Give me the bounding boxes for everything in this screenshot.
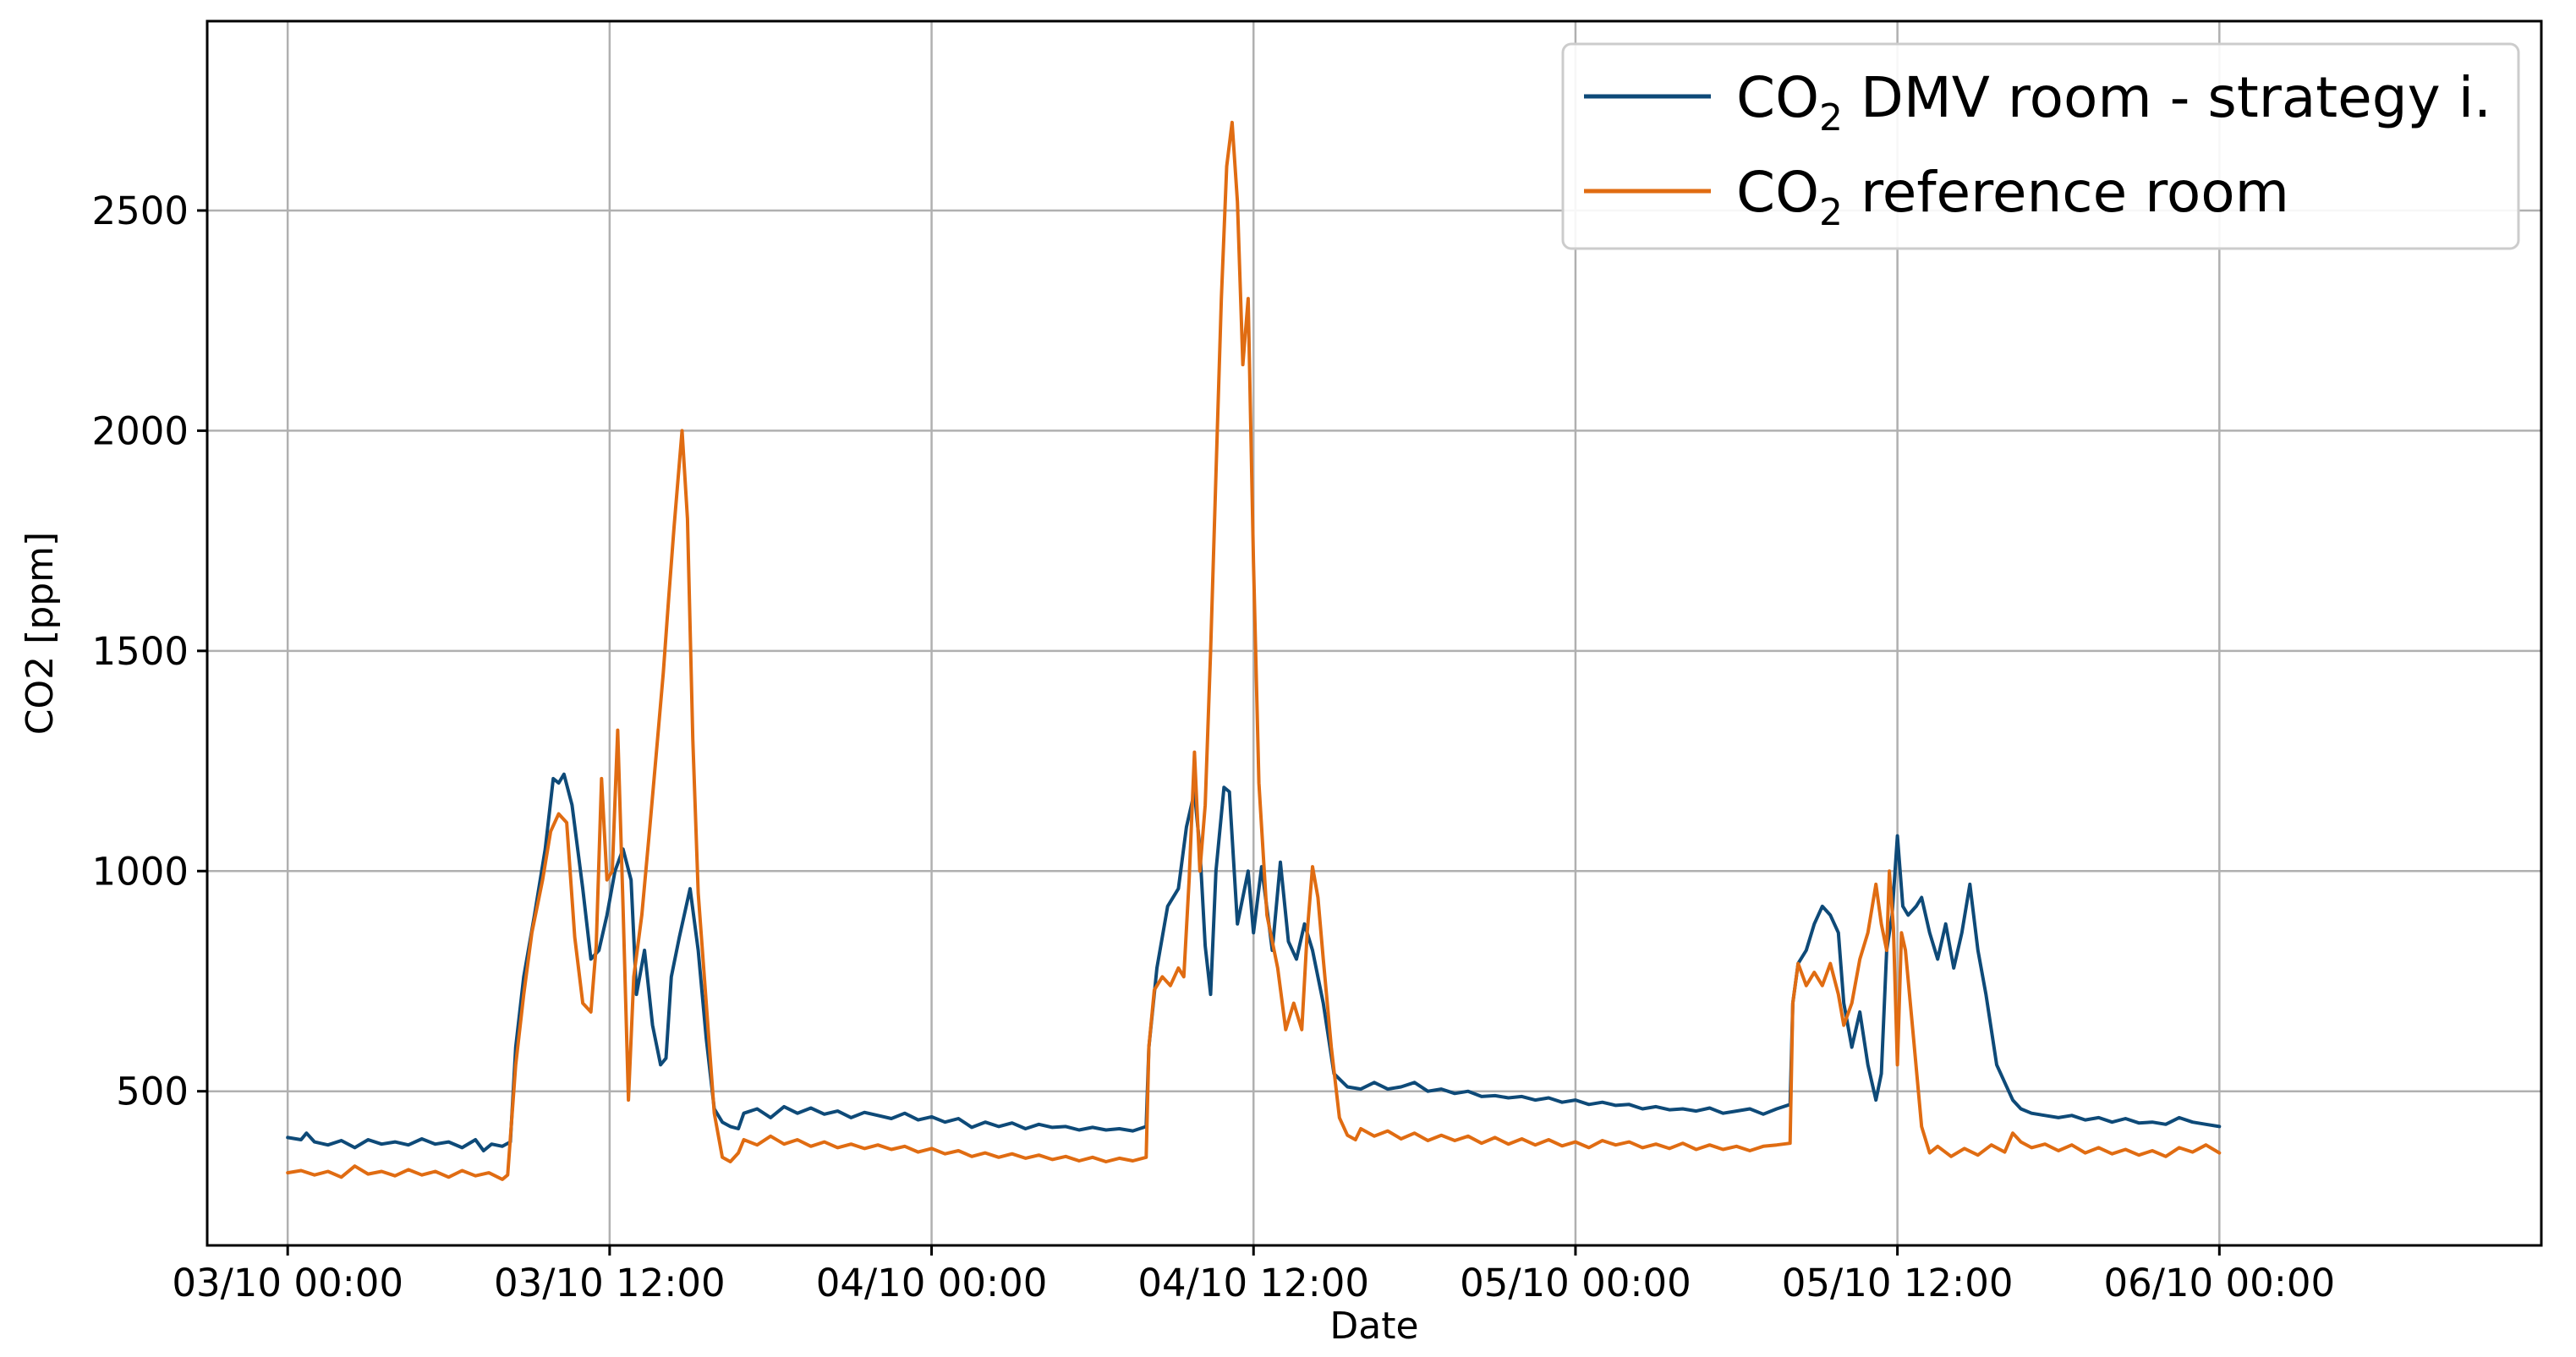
legend-label-subscript: 2 <box>1819 191 1843 234</box>
legend-label-dmv-room: CO2 DMV room - strategy i. <box>1736 65 2491 140</box>
y-tick-labels: 500 1000 1500 2000 2500 <box>91 189 189 1114</box>
x-tick-label: 04/10 12:00 <box>1137 1261 1369 1305</box>
y-tick-label: 1500 <box>91 629 189 674</box>
y-tick-label: 1000 <box>91 849 189 894</box>
legend-label-rest: DMV room - strategy i. <box>1843 65 2491 130</box>
x-tick-label: 05/10 12:00 <box>1782 1261 2014 1305</box>
tick-marks <box>197 209 2221 1256</box>
x-axis-label: Date <box>1329 1305 1418 1348</box>
y-tick-label: 500 <box>116 1070 189 1114</box>
legend: CO2 DMV room - strategy i.CO2 reference … <box>1561 42 2520 250</box>
x-tick-labels: 03/10 00:00 03/10 12:00 04/10 00:00 04/10 1… <box>172 1261 2335 1305</box>
x-tick-label: 04/10 00:00 <box>816 1261 1048 1305</box>
x-tick-label: 06/10 00:00 <box>2103 1261 2335 1305</box>
series-line-dmv-room <box>286 772 2222 1152</box>
x-tick-label: 03/10 00:00 <box>172 1261 403 1305</box>
legend-label-subscript: 2 <box>1819 96 1843 140</box>
legend-label-reference-room: CO2 reference room <box>1736 160 2289 234</box>
y-tick-label: 2500 <box>91 189 189 233</box>
legend-label-main: CO <box>1736 160 1819 225</box>
series-lines <box>286 120 2222 1181</box>
x-tick-label: 03/10 12:00 <box>494 1261 726 1305</box>
legend-box <box>1561 42 2520 250</box>
axes-frame <box>206 19 2543 1247</box>
x-tick-label: 05/10 00:00 <box>1460 1261 1691 1305</box>
series-line-reference-room <box>286 120 2222 1181</box>
y-axis-label: CO2 [ppm] <box>19 532 62 735</box>
legend-label-rest: reference room <box>1843 160 2289 225</box>
y-tick-label: 2000 <box>91 408 189 453</box>
legend-label-main: CO <box>1736 65 1819 130</box>
grid-lines <box>207 21 2541 1245</box>
